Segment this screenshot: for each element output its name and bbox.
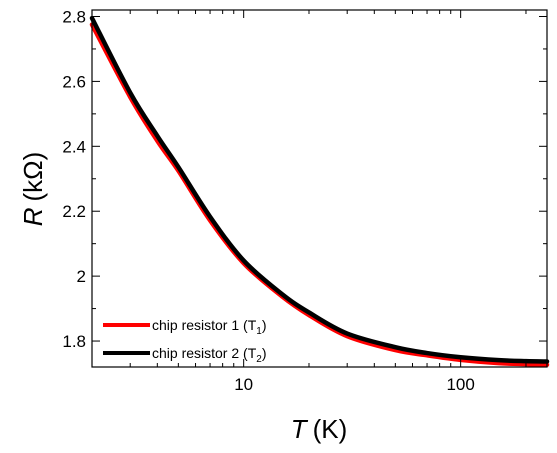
legend-label-series-2-tail: ) bbox=[262, 345, 267, 361]
y-axis-symbol: R bbox=[18, 207, 48, 226]
legend-label-series-1-main: chip resistor 1 (T bbox=[152, 317, 257, 333]
y-tick-label: 2.6 bbox=[62, 72, 86, 91]
legend-label-series-1-sub: 1 bbox=[256, 326, 262, 337]
x-axis-title: T (K) bbox=[291, 414, 348, 444]
y-tick-label: 2.8 bbox=[62, 7, 86, 26]
legend-label-series-2-main: chip resistor 2 (T bbox=[152, 345, 257, 361]
x-axis-symbol: T bbox=[291, 414, 309, 444]
y-tick-label: 2.2 bbox=[62, 202, 86, 221]
y-tick-label: 2 bbox=[77, 267, 86, 286]
y-axis-title: R (kΩ) bbox=[18, 152, 48, 227]
x-tick-label: 10 bbox=[234, 375, 253, 394]
legend-label-series-2: chip resistor 2 (T2) bbox=[152, 345, 266, 365]
series-line-2 bbox=[89, 15, 550, 364]
plot-series bbox=[89, 15, 550, 367]
legend-label-series-2-sub: 2 bbox=[256, 354, 262, 365]
y-tick-label: 1.8 bbox=[62, 332, 86, 351]
x-axis-unit: (K) bbox=[313, 414, 348, 444]
y-axis-unit: (kΩ) bbox=[18, 152, 48, 202]
series-line-1 bbox=[89, 22, 550, 367]
plot-frame bbox=[91, 9, 548, 368]
x-tick-label: 100 bbox=[446, 375, 474, 394]
legend-label-series-1: chip resistor 1 (T1) bbox=[152, 317, 266, 337]
x-axis-ticks: 10 100 bbox=[91, 10, 527, 394]
y-tick-label: 2.4 bbox=[62, 137, 86, 156]
legend-label-series-1-tail: ) bbox=[262, 317, 267, 333]
y-axis-ticks: 1.8 2 2.2 2.4 2.6 2.8 bbox=[62, 7, 547, 351]
legend: chip resistor 1 (T1) chip resistor 2 (T2… bbox=[103, 317, 266, 365]
